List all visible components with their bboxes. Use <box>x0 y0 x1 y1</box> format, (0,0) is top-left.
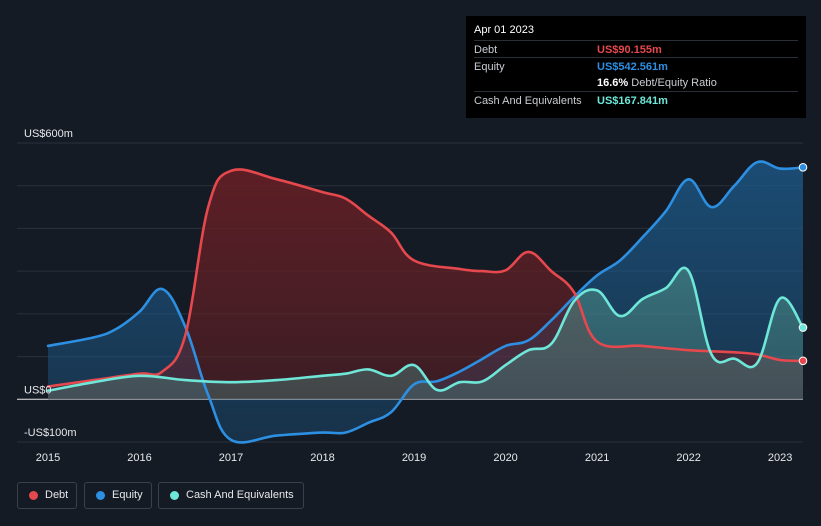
tooltip-panel: Apr 01 2023 Debt US$90.155m Equity US$54… <box>466 16 806 118</box>
series-areas <box>48 161 803 443</box>
axis-labels: US$600m US$0 -US$100m 2015 2016 2017 2018 2019 2… <box>24 128 792 464</box>
y-tick-label: -US$100m <box>24 427 77 439</box>
tooltip-equity-value: US$542.561m <box>597 61 668 73</box>
x-tick-label: 2023 <box>768 452 792 464</box>
tooltip-cash-value: US$167.841m <box>597 95 668 107</box>
tooltip-ratio-value: 16.6% <box>597 77 629 89</box>
tooltip-debt-value: US$90.155m <box>597 44 662 56</box>
legend-debt-dot <box>29 491 38 500</box>
legend-cash-dot <box>170 491 179 500</box>
x-tick-label: 2019 <box>402 452 426 464</box>
tooltip-equity-label: Equity <box>474 61 505 73</box>
y-tick-label: US$600m <box>24 128 73 140</box>
debt-end-marker <box>798 356 808 366</box>
legend-equity[interactable]: Equity <box>84 482 152 509</box>
cash-area <box>48 267 803 400</box>
cash-line <box>46 266 805 392</box>
x-tick-label: 2021 <box>585 452 609 464</box>
legend-equity-dot <box>96 491 105 500</box>
y-tick-label: US$0 <box>24 384 52 396</box>
tooltip-ratio-label: Debt/Equity Ratio <box>631 77 717 89</box>
tooltip-cash-row: Cash And Equivalents US$167.841m <box>474 91 798 109</box>
x-tick-label: 2015 <box>36 452 60 464</box>
tooltip-debt-row: Debt US$90.155m <box>474 40 798 58</box>
legend-debt[interactable]: Debt <box>17 482 77 509</box>
equity-line <box>46 160 805 444</box>
legend-cash[interactable]: Cash And Equivalents <box>158 482 304 509</box>
series-lines <box>46 160 805 444</box>
tooltip-debt-label: Debt <box>474 44 498 56</box>
tooltip-ratio: 16.6% Debt/Equity Ratio <box>597 77 717 89</box>
legend-cash-label: Cash And Equivalents <box>186 489 294 501</box>
tooltip-date: Apr 01 2023 <box>474 24 534 36</box>
debt-area <box>48 169 803 400</box>
x-tick-label: 2022 <box>676 452 700 464</box>
tooltip-cash-label: Cash And Equivalents <box>474 95 582 107</box>
x-tick-label: 2018 <box>310 452 334 464</box>
legend-debt-label: Debt <box>45 489 69 501</box>
legend-equity-label: Equity <box>112 489 143 501</box>
x-tick-label: 2020 <box>493 452 517 464</box>
end-markers <box>798 163 808 366</box>
x-tick-label: 2016 <box>127 452 151 464</box>
cash-end-marker <box>798 323 808 332</box>
x-tick-label: 2017 <box>219 452 243 464</box>
equity-end-marker <box>798 163 808 172</box>
tooltip-equity-row: Equity US$542.561m <box>474 57 798 75</box>
debt-line <box>46 168 805 388</box>
tooltip-ratio-row: 16.6% Debt/Equity Ratio <box>474 74 798 91</box>
